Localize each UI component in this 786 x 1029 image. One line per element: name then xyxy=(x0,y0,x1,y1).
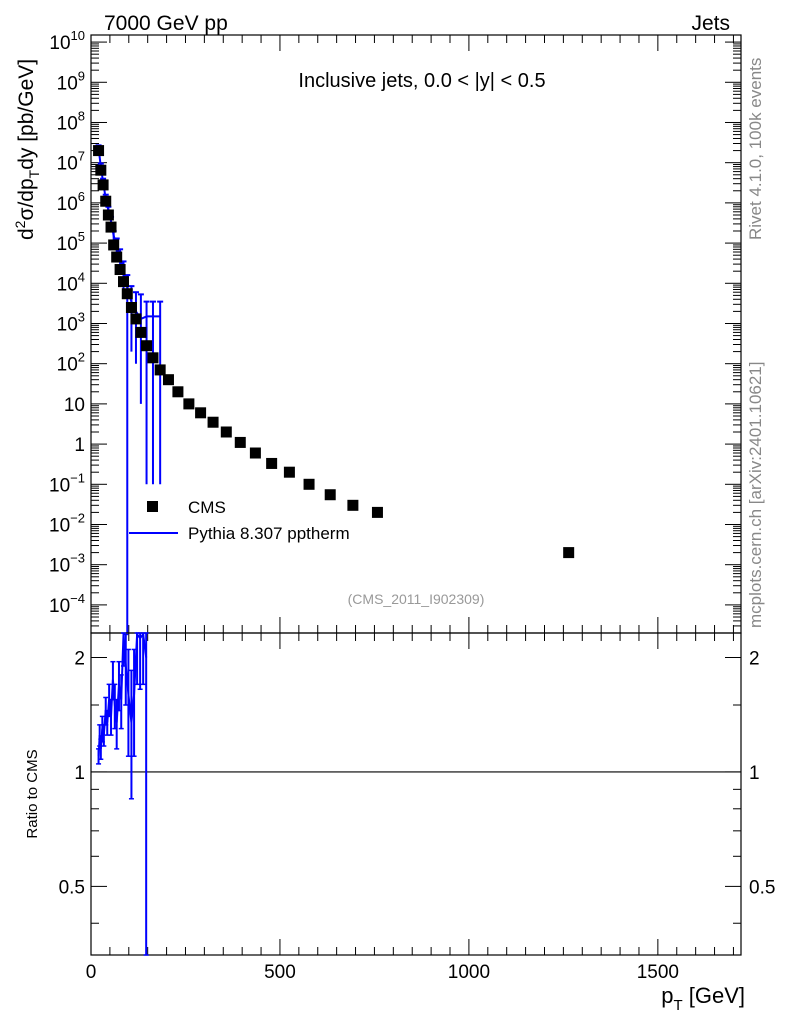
main-y-axis-label: d2σ/dpTdy [pb/GeV] xyxy=(12,59,42,240)
y-tick-label: 108 xyxy=(57,108,85,134)
y-tick-label: 107 xyxy=(57,149,85,175)
y-tick-label: 103 xyxy=(57,309,85,335)
y-tick-label: 2 xyxy=(749,649,760,670)
rivet-version-label: Rivet 4.1.0, 100k events xyxy=(746,58,765,240)
x-axis-label: pT [GeV] xyxy=(661,983,745,1014)
main-y-axis: 10−4 10−3 10−2 10−1 1 10 102 103 104 105 106 107 108… xyxy=(49,28,741,634)
cms-data-point xyxy=(125,301,137,313)
y-tick-label: 10 xyxy=(64,395,85,416)
cms-data-point xyxy=(183,398,195,410)
cms-data-point xyxy=(172,386,184,398)
cms-data-point xyxy=(563,547,575,559)
cms-data-point xyxy=(111,251,123,263)
cms-data-point xyxy=(141,340,153,352)
ratio-x-axis: 0 500 1000 1500 xyxy=(86,633,734,983)
cms-data-point xyxy=(234,436,246,448)
cms-data-point xyxy=(195,407,207,419)
cms-data-point xyxy=(97,179,109,191)
x-tick-label: 1000 xyxy=(448,962,490,983)
cms-data-point xyxy=(118,276,129,288)
x-tick-label: 0 xyxy=(86,962,97,983)
analysis-id-label: (CMS_2011_I902309) xyxy=(348,591,485,607)
y-tick-label: 106 xyxy=(57,189,85,215)
ratio-y-axis: 0.5 0.5 1 1 2 2 xyxy=(59,649,775,924)
y-tick-label: 1 xyxy=(74,763,85,784)
mcplots-label: mcplots.cern.ch [arXiv:2401.10621] xyxy=(746,362,765,628)
main-panel: 10−4 10−3 10−2 10−1 1 10 102 103 104 105 106 107 108… xyxy=(12,28,742,634)
cms-data-point xyxy=(147,352,159,364)
ratio-series xyxy=(96,631,149,956)
header-right-label: Jets xyxy=(691,12,730,35)
y-tick-label: 10−1 xyxy=(49,470,85,496)
cms-data-point xyxy=(162,374,174,386)
y-tick-label: 1010 xyxy=(49,28,85,54)
legend-cms-label: CMS xyxy=(188,498,226,517)
y-tick-label: 0.5 xyxy=(749,877,775,898)
main-x-axis xyxy=(90,35,734,633)
cms-series xyxy=(93,145,575,559)
ratio-frame xyxy=(90,632,742,956)
cms-data-point xyxy=(266,457,278,469)
x-tick-label: 1500 xyxy=(637,962,679,983)
cms-data-point xyxy=(220,426,232,438)
y-tick-label: 1 xyxy=(74,435,85,456)
ratio-y-axis-label: Ratio to CMS xyxy=(24,749,41,838)
cms-data-point xyxy=(283,466,295,478)
cms-data-point xyxy=(324,489,336,501)
x-tick-label: 500 xyxy=(264,962,296,983)
cms-data-point xyxy=(207,416,219,428)
cms-data-point xyxy=(154,364,166,376)
y-tick-label: 10−4 xyxy=(49,591,85,617)
cms-data-point xyxy=(121,288,133,300)
y-tick-label: 10−3 xyxy=(49,551,85,577)
y-tick-label: 105 xyxy=(57,229,85,255)
cms-data-point xyxy=(93,145,105,157)
chart-title: Inclusive jets, 0.0 < |y| < 0.5 xyxy=(298,70,545,92)
cms-data-point xyxy=(135,326,147,338)
cms-data-point xyxy=(100,195,112,207)
ratio-line xyxy=(97,631,148,757)
cms-data-point xyxy=(303,478,315,490)
y-tick-label: 102 xyxy=(57,350,85,376)
y-tick-label: 10−2 xyxy=(49,510,85,536)
y-tick-label: 104 xyxy=(57,269,85,295)
cms-data-point xyxy=(114,264,126,276)
y-tick-label: 1 xyxy=(749,763,760,784)
y-tick-label: 109 xyxy=(57,68,85,94)
legend-pythia-label: Pythia 8.307 pptherm xyxy=(188,524,350,543)
cms-data-point xyxy=(371,506,383,518)
main-frame xyxy=(90,34,742,634)
cms-data-point xyxy=(249,447,261,459)
cms-data-point xyxy=(347,499,359,511)
ratio-panel: 0.5 0.5 1 1 2 2 0 500 1000 1500 Ratio to CMS xyxy=(24,631,775,983)
y-tick-label: 2 xyxy=(74,649,85,670)
cms-data-point xyxy=(130,313,142,325)
cms-data-point xyxy=(95,164,107,176)
cms-data-point xyxy=(102,209,114,221)
cms-data-point xyxy=(108,239,120,251)
header-left-label: 7000 GeV pp xyxy=(104,12,228,35)
y-tick-label: 0.5 xyxy=(59,877,85,898)
cms-data-point xyxy=(105,221,117,233)
legend-cms-marker xyxy=(147,501,158,512)
legend: CMS Pythia 8.307 pptherm xyxy=(129,498,350,543)
